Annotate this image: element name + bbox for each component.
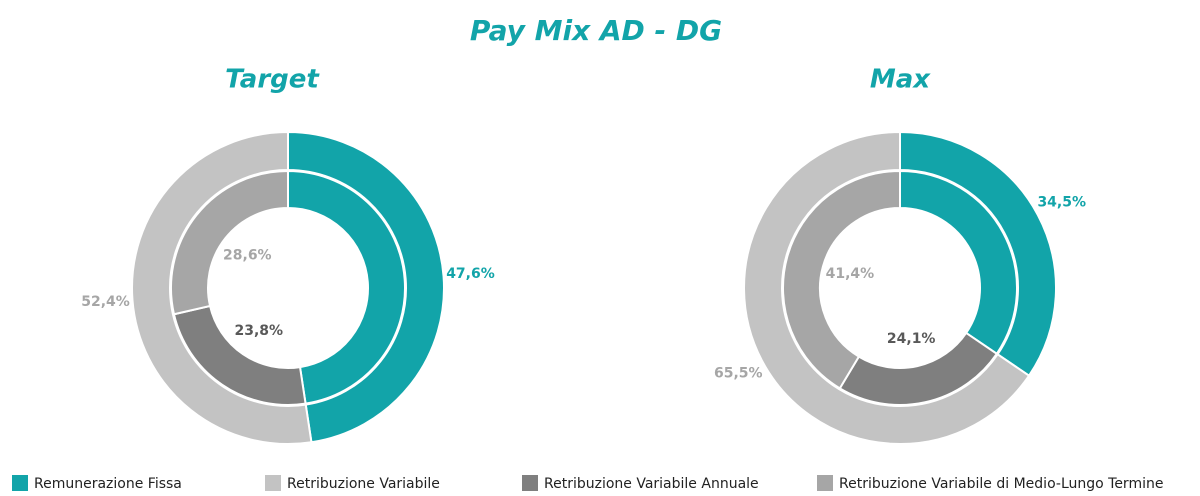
- legend-label: Retribuzione Variabile di Medio-Lungo Te…: [839, 476, 1163, 492]
- donut-segment: [287, 169, 406, 405]
- legend-label: Retribuzione Variabile: [287, 476, 440, 492]
- value-label: 47,6%: [446, 266, 495, 282]
- value-label: 34,5%: [1037, 194, 1086, 210]
- legend-swatch: [522, 475, 538, 491]
- value-label: 24,1%: [887, 331, 936, 347]
- donut-segment: [170, 169, 289, 316]
- page-title: Pay Mix AD - DG: [470, 14, 722, 47]
- legend-swatch: [265, 475, 281, 491]
- chart-title: Max: [870, 65, 931, 95]
- value-label: 52,4%: [81, 294, 130, 310]
- chart-title: Target: [225, 65, 320, 95]
- value-label: 28,6%: [223, 248, 272, 264]
- legend-label: Retribuzione Variabile Annuale: [544, 476, 759, 492]
- legend-swatch: [12, 475, 28, 491]
- value-label: 41,4%: [826, 266, 875, 282]
- value-label: 65,5%: [714, 366, 763, 382]
- legend-swatch: [817, 475, 833, 491]
- donut-segment: [782, 169, 901, 390]
- legend-label: Remunerazione Fissa: [34, 476, 182, 492]
- donut-segment: [899, 169, 1018, 356]
- value-label: 23,8%: [234, 323, 283, 339]
